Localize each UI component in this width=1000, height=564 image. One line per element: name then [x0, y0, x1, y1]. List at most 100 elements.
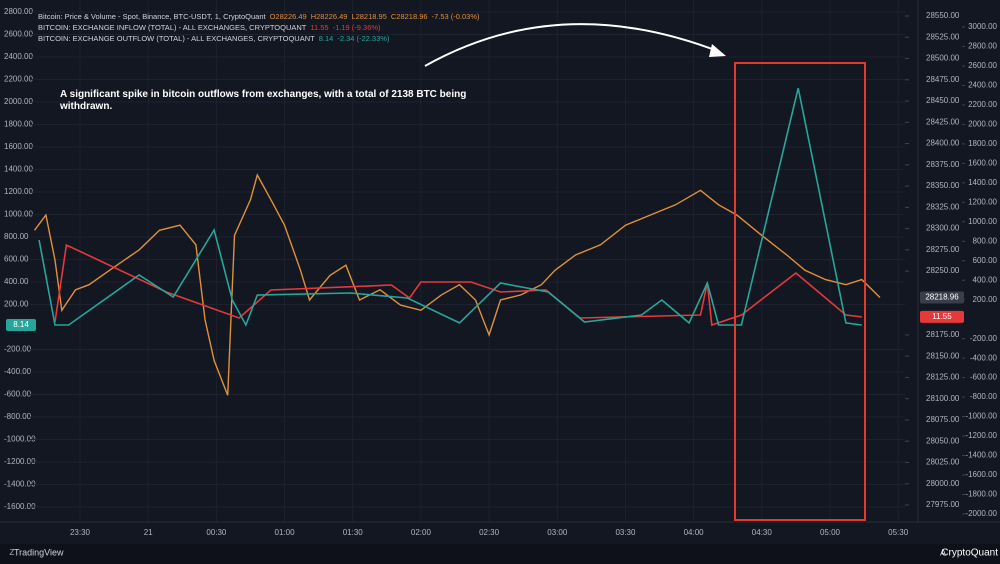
legend-stat: -1.19 (-9.36%) [333, 23, 381, 32]
brand: CryptoQuant [941, 548, 998, 559]
x-tick-label: 02:30 [479, 528, 500, 537]
y2-tick-label: 2400.00 [968, 81, 997, 90]
x-tick-label: 05:00 [820, 528, 841, 537]
price-tick-label: 28025.00 [926, 458, 960, 467]
legend-name: BITCOIN: EXCHANGE INFLOW (TOTAL) - ALL E… [38, 23, 307, 32]
y2-tick-label: 2800.00 [968, 42, 997, 51]
price-tick-label: 28075.00 [926, 415, 960, 424]
y-tick-label: -1600.00 [4, 502, 36, 511]
price-tick-label: 28175.00 [926, 330, 960, 339]
price-tick-label: 28125.00 [926, 373, 960, 382]
x-tick-label: 23:30 [70, 528, 91, 537]
y-tick-label: 1800.00 [4, 120, 33, 129]
y-tick-label: 2400.00 [4, 52, 33, 61]
x-tick-label: 04:30 [752, 528, 773, 537]
price-tick-label: 28250.00 [926, 266, 960, 275]
price-tick-label: 28525.00 [926, 32, 960, 41]
y-tick-label: -600.00 [4, 390, 32, 399]
y2-tick-label: 3000.00 [968, 22, 997, 31]
y2-tick-label: -1600.00 [965, 470, 997, 479]
price-tick-label: 28300.00 [926, 224, 960, 233]
y-tick-label: 800.00 [4, 232, 29, 241]
legend-stat: 8.14 [319, 34, 334, 43]
price-tick-label: 28325.00 [926, 202, 960, 211]
legend-row: BITCOIN: EXCHANGE INFLOW (TOTAL) - ALL E… [38, 23, 381, 32]
y2-tick-label: 200.00 [973, 295, 998, 304]
y-tick-label: -200.00 [4, 345, 32, 354]
legend-row: Bitcoin: Price & Volume - Spot, Binance,… [38, 12, 480, 21]
y-tick-label: 200.00 [4, 300, 29, 309]
price-tick-label: 28400.00 [926, 139, 960, 148]
y2-tick-label: -200.00 [970, 334, 998, 343]
last-value-label: 28218.96 [925, 293, 959, 302]
y2-tick-label: 1000.00 [968, 217, 997, 226]
footer-icon: Z [10, 548, 15, 557]
legend-name: Bitcoin: Price & Volume - Spot, Binance,… [38, 12, 267, 21]
series-line [38, 87, 862, 327]
x-tick-label: 01:30 [343, 528, 364, 537]
y2-tick-label: -600.00 [970, 373, 998, 382]
x-tick-label: 01:00 [275, 528, 296, 537]
price-tick-label: 28550.00 [926, 11, 960, 20]
y2-tick-label: 1400.00 [968, 178, 997, 187]
y-tick-label: 1200.00 [4, 187, 33, 196]
y-tick-label: -1400.00 [4, 480, 36, 489]
grid: 2800.00 2600.00 2400.00 2200.00 2000.00 1800.… [0, 0, 1000, 537]
footer-bar [0, 544, 1000, 564]
price-tick-label: 28100.00 [926, 394, 960, 403]
series-line [54, 243, 862, 327]
y2-tick-label: -1000.00 [965, 412, 997, 421]
last-value-badge [920, 291, 964, 304]
legend-stat: 11.55 [310, 23, 328, 32]
annotation-line: A significant spike in bitcoin outflows … [60, 89, 466, 100]
price-tick-label: 28375.00 [926, 160, 960, 169]
last-value-label: 8.14 [13, 320, 29, 329]
y2-tick-label: 2600.00 [968, 61, 997, 70]
x-tick-label: 21 [144, 528, 153, 537]
price-tick-label: 27975.00 [926, 500, 960, 509]
y-tick-label: 2600.00 [4, 30, 33, 39]
legend-stat: C28218.96 [391, 12, 428, 21]
price-tick-label: 28275.00 [926, 245, 960, 254]
x-tick-label: 05:30 [888, 528, 909, 537]
y2-tick-label: -800.00 [970, 392, 998, 401]
y2-tick-label: -1400.00 [965, 451, 997, 460]
y2-tick-label: 600.00 [973, 256, 998, 265]
x-tick-label: 03:00 [547, 528, 568, 537]
price-tick-label: 28425.00 [926, 117, 960, 126]
price-tick-label: 28050.00 [926, 436, 960, 445]
legend-stat: H28226.49 [311, 12, 348, 21]
last-value-badge [920, 310, 964, 323]
y2-tick-label: -400.00 [970, 353, 998, 362]
x-tick-label: 02:00 [411, 528, 432, 537]
y2-tick-label: 1200.00 [968, 197, 997, 206]
y2-tick-label: -1800.00 [965, 490, 997, 499]
legend-row: BITCOIN: EXCHANGE OUTFLOW (TOTAL) - ALL … [38, 34, 390, 43]
y-tick-label: -1200.00 [4, 457, 36, 466]
plot: 28218.96 11.55 8.14 [6, 87, 964, 396]
y-tick-label: 2200.00 [4, 75, 33, 84]
footer-icon: A [940, 547, 946, 557]
y-tick-label: 1000.00 [4, 210, 33, 219]
legend-stat: -2.34 (-22.33%) [337, 34, 390, 43]
y2-tick-label: 2200.00 [968, 100, 997, 109]
price-tick-label: 28475.00 [926, 75, 960, 84]
price-tick-label: 28150.00 [926, 351, 960, 360]
x-tick-label: 03:30 [615, 528, 636, 537]
last-value-label: 11.55 [932, 312, 952, 321]
legend-stat: L28218.95 [351, 12, 386, 21]
highlight-box [734, 62, 866, 521]
y2-tick-label: 400.00 [973, 275, 998, 284]
legend-name: BITCOIN: EXCHANGE OUTFLOW (TOTAL) - ALL … [38, 34, 315, 43]
y-tick-label: 2800.00 [4, 7, 33, 16]
price-tick-label: 28350.00 [926, 181, 960, 190]
y2-tick-label: 1600.00 [968, 158, 997, 167]
annotation: A significant spike in bitcoin outflows … [59, 89, 466, 112]
y-tick-label: 600.00 [4, 255, 29, 264]
y2-tick-label: -1200.00 [965, 431, 997, 440]
y-tick-label: -800.00 [4, 412, 32, 421]
y-tick-label: 400.00 [4, 277, 29, 286]
series-line [33, 173, 881, 396]
price-tick-label: 28000.00 [926, 479, 960, 488]
